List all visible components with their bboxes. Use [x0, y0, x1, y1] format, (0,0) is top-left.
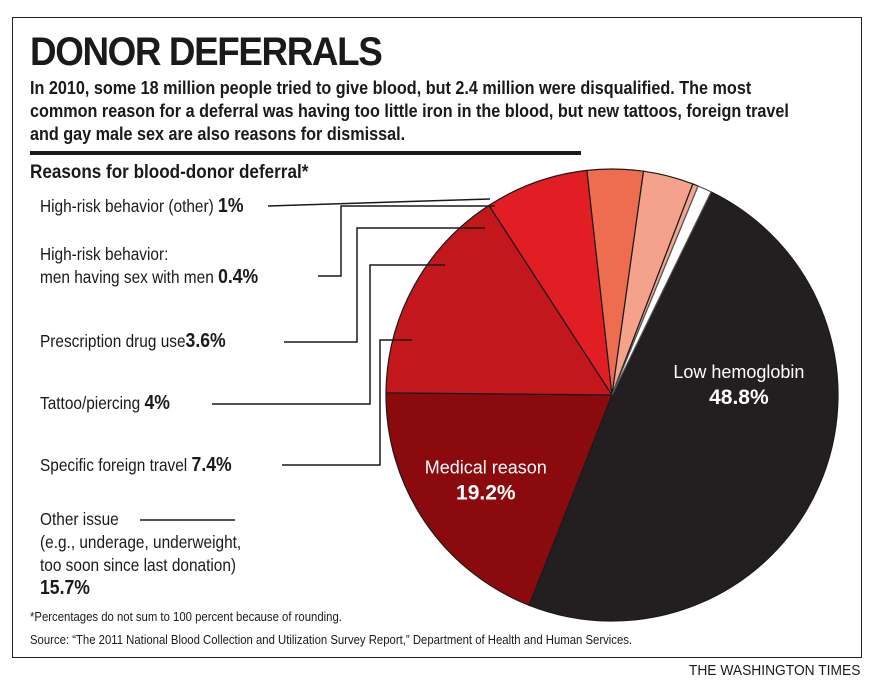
label-other-issue: Other issue (e.g., underage, underweight…	[40, 508, 241, 600]
graphic-frame	[12, 17, 862, 658]
leader-line-tattoo	[212, 264, 445, 405]
leader-line-high-risk-msm	[318, 205, 495, 277]
label-text: High-risk behavior:	[40, 244, 169, 264]
leader-line-foreign-travel	[282, 339, 412, 466]
publisher-credit: THE WASHINGTON TIMES	[688, 662, 860, 679]
pie-slice-high-risk-behavior-other	[611, 185, 712, 396]
label-value: 15.7%	[40, 577, 90, 599]
label-high-risk-other: High-risk behavior (other) 1%	[40, 195, 243, 218]
label-value: 3.6%	[185, 330, 226, 352]
label-value: 1%	[218, 195, 244, 217]
label-prescription-drug: Prescription drug use3.6%	[40, 330, 226, 353]
label-text: Specific foreign travel	[40, 455, 188, 475]
title-divider	[30, 151, 581, 155]
label-text: Other issue	[40, 509, 119, 529]
label-subtext: men having sex with men	[40, 267, 214, 287]
footnote: *Percentages do not sum to 100 percent b…	[30, 610, 342, 624]
pie-slice-low-hemoglobin	[528, 191, 839, 622]
pie-slice-medical-reason	[385, 392, 613, 607]
pie-slice-other-issue	[385, 204, 614, 396]
label-high-risk-msm: High-risk behavior: men having sex with …	[40, 243, 258, 289]
source-note: Source: “The 2011 National Blood Collect…	[30, 633, 633, 647]
intro-text: In 2010, some 18 million people tried to…	[30, 77, 789, 144]
slice-value: 19.2%	[456, 481, 516, 504]
slice-label: Low hemoglobin	[673, 362, 804, 382]
page-title: DONOR DEFERRALS	[30, 30, 383, 74]
label-subtext: (e.g., underage, underweight,	[40, 532, 242, 552]
label-value: 7.4%	[191, 454, 232, 476]
chart-title: Reasons for blood-donor deferral*	[30, 162, 309, 183]
label-value: 0.4%	[218, 266, 259, 288]
label-text: Prescription drug use	[40, 331, 186, 351]
label-subtext: too soon since last donation)	[40, 555, 237, 575]
label-text: High-risk behavior (other)	[40, 196, 214, 216]
leader-line-high-risk-other	[267, 198, 491, 207]
leader-line-prescription-drug	[284, 227, 485, 343]
pie-slice-specific-foreign-travel	[488, 169, 613, 396]
label-tattoo: Tattoo/piercing 4%	[40, 392, 170, 415]
label-foreign-travel: Specific foreign travel 7.4%	[40, 454, 232, 477]
label-value: 4%	[144, 392, 170, 414]
label-text: Tattoo/piercing	[40, 393, 141, 413]
slice-label: Medical reason	[425, 457, 547, 477]
slice-value: 48.8%	[709, 386, 769, 409]
